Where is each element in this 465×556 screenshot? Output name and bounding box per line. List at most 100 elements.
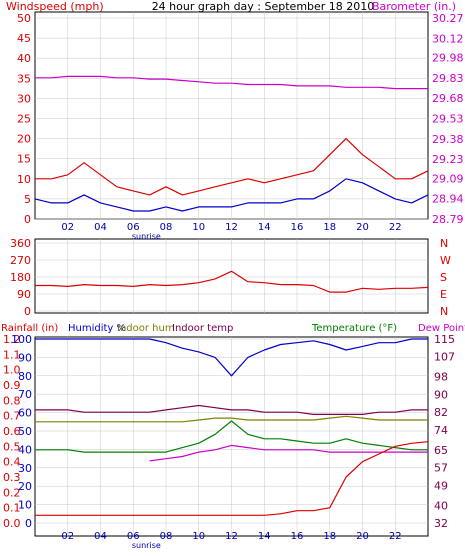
lower-x-tick: 18 <box>323 531 336 542</box>
wind-x-tick: 20 <box>356 222 369 233</box>
rainfall-y-tick: 1.2 <box>3 333 21 346</box>
windspeed-title: Windspeed (mph) <box>6 0 104 13</box>
wind-y-tick: 40 <box>17 52 31 65</box>
temperature-y-tick: 40 <box>434 499 448 512</box>
humidity-y-tick: 60 <box>18 407 32 420</box>
rainfall-y-tick: 0.5 <box>3 440 21 453</box>
rainfall-y-tick: 0.9 <box>3 379 21 392</box>
barometer-y-tick: 28.79 <box>432 213 464 226</box>
direction-letter: S <box>440 271 447 284</box>
humidity-y-tick: 50 <box>18 425 32 438</box>
lower-x-tick: 08 <box>160 531 173 542</box>
temperature-y-tick: 57 <box>434 462 448 475</box>
temperature-y-tick: 115 <box>434 333 455 346</box>
barometer-y-tick: 29.09 <box>432 172 464 185</box>
rainfall-y-tick: 0.6 <box>3 425 21 438</box>
lower-x-tick: 16 <box>291 531 304 542</box>
wind-x-tick: 16 <box>291 222 304 233</box>
humidity-y-tick: 40 <box>18 443 32 456</box>
humidity-header: Humidity % <box>68 323 126 334</box>
dew-point-header: Dew Point <box>418 323 465 334</box>
barometer-y-tick: 29.83 <box>432 72 464 85</box>
temperature-y-tick: 82 <box>434 406 448 419</box>
barometer-title: Barometer (in.) <box>372 0 456 13</box>
temperature-y-tick: 107 <box>434 351 455 364</box>
dew-point-line <box>149 444 428 462</box>
humidity-y-tick: 30 <box>18 462 32 475</box>
lower-x-tick: 12 <box>225 531 238 542</box>
lower-x-tick: 20 <box>356 531 369 542</box>
wind-speed-line <box>34 178 429 212</box>
rainfall-y-tick: 0.0 <box>3 517 21 530</box>
wind-x-tick: 22 <box>389 222 402 233</box>
temperature-y-tick: 74 <box>434 424 448 437</box>
direction-y-tick: 0 <box>24 305 31 318</box>
temperature-y-tick: 90 <box>434 388 448 401</box>
temperature-y-tick: 32 <box>434 517 448 530</box>
indoor-hum-header: Indoor hum <box>117 323 175 334</box>
rainfall-y-tick: 0.4 <box>3 456 21 469</box>
lower-x-tick: 22 <box>389 531 402 542</box>
wind-x-tick: 06 <box>127 222 140 233</box>
wind-x-tick: 18 <box>323 222 336 233</box>
wind-y-tick: 50 <box>17 12 31 25</box>
wind-x-tick: 08 <box>160 222 173 233</box>
humidity-y-tick: 90 <box>18 351 32 364</box>
direction-y-tick: 180 <box>10 271 31 284</box>
temperature-y-tick: 98 <box>434 371 448 384</box>
wind-gust-line <box>35 138 429 196</box>
wind-x-tick: 14 <box>258 222 271 233</box>
direction-y-tick: 270 <box>10 254 31 267</box>
indoor-humidity-line <box>35 415 428 423</box>
wind-x-tick: 02 <box>61 222 74 233</box>
direction-y-tick: 90 <box>17 288 31 301</box>
wind-x-tick: 10 <box>192 222 205 233</box>
graph-title: 24 hour graph day : September 18 2010 <box>152 0 375 13</box>
indoor-temp-header: Indoor temp <box>172 323 233 334</box>
rainfall-y-tick: 0.2 <box>3 486 21 499</box>
rainfall-y-tick: 1.0 <box>3 364 21 377</box>
wind-y-tick: 15 <box>17 153 31 166</box>
rainfall-y-tick: 1.1 <box>3 348 21 361</box>
humidity-y-tick: 10 <box>18 499 32 512</box>
barometer-y-tick: 29.53 <box>432 113 464 126</box>
wind-x-tick: 12 <box>225 222 238 233</box>
wind-y-tick: 20 <box>17 133 31 146</box>
rainfall-y-tick: 0.8 <box>3 394 21 407</box>
barometer-y-tick: 29.68 <box>432 92 464 105</box>
rainfall-header: Rainfall (in) <box>1 323 58 334</box>
barometer-y-tick: 28.94 <box>432 193 464 206</box>
temperature-line <box>35 420 428 453</box>
lower-x-tick: 06 <box>127 531 140 542</box>
wind-y-tick: 10 <box>17 173 31 186</box>
wind-y-tick: 35 <box>17 72 31 85</box>
barometer-y-tick: 30.12 <box>432 32 464 45</box>
rainfall-y-tick: 0.7 <box>3 410 21 423</box>
lower-sunrise-label: sunrise <box>132 541 161 550</box>
temperature-header: Temperature (°F) <box>311 323 397 334</box>
rainfall-y-tick: 0.1 <box>3 502 21 515</box>
lower-x-tick: 04 <box>94 531 107 542</box>
humidity-line <box>35 338 428 377</box>
wind-y-tick: 45 <box>17 32 31 45</box>
direction-letter: N <box>440 305 448 318</box>
wind-sunrise-label: sunrise <box>132 232 161 241</box>
lower-x-tick: 14 <box>258 531 271 542</box>
humidity-y-tick: 20 <box>18 480 32 493</box>
direction-letter: E <box>440 288 447 301</box>
humidity-y-tick: 0 <box>25 517 32 530</box>
humidity-y-tick: 100 <box>11 333 32 346</box>
wind-x-tick: 04 <box>94 222 107 233</box>
barometer-y-tick: 30.27 <box>432 12 464 25</box>
rainfall-y-tick: 0.3 <box>3 471 21 484</box>
wind-y-tick: 25 <box>17 113 31 126</box>
humidity-y-tick: 80 <box>18 370 32 383</box>
wind-y-tick: 5 <box>24 193 31 206</box>
barometer-y-tick: 29.23 <box>432 153 464 166</box>
wind-y-tick: 0 <box>24 213 31 226</box>
barometer-y-tick: 29.98 <box>432 51 464 64</box>
wind-direction-line <box>35 270 429 293</box>
lower-x-tick: 02 <box>61 531 74 542</box>
barometer-line <box>35 75 428 90</box>
